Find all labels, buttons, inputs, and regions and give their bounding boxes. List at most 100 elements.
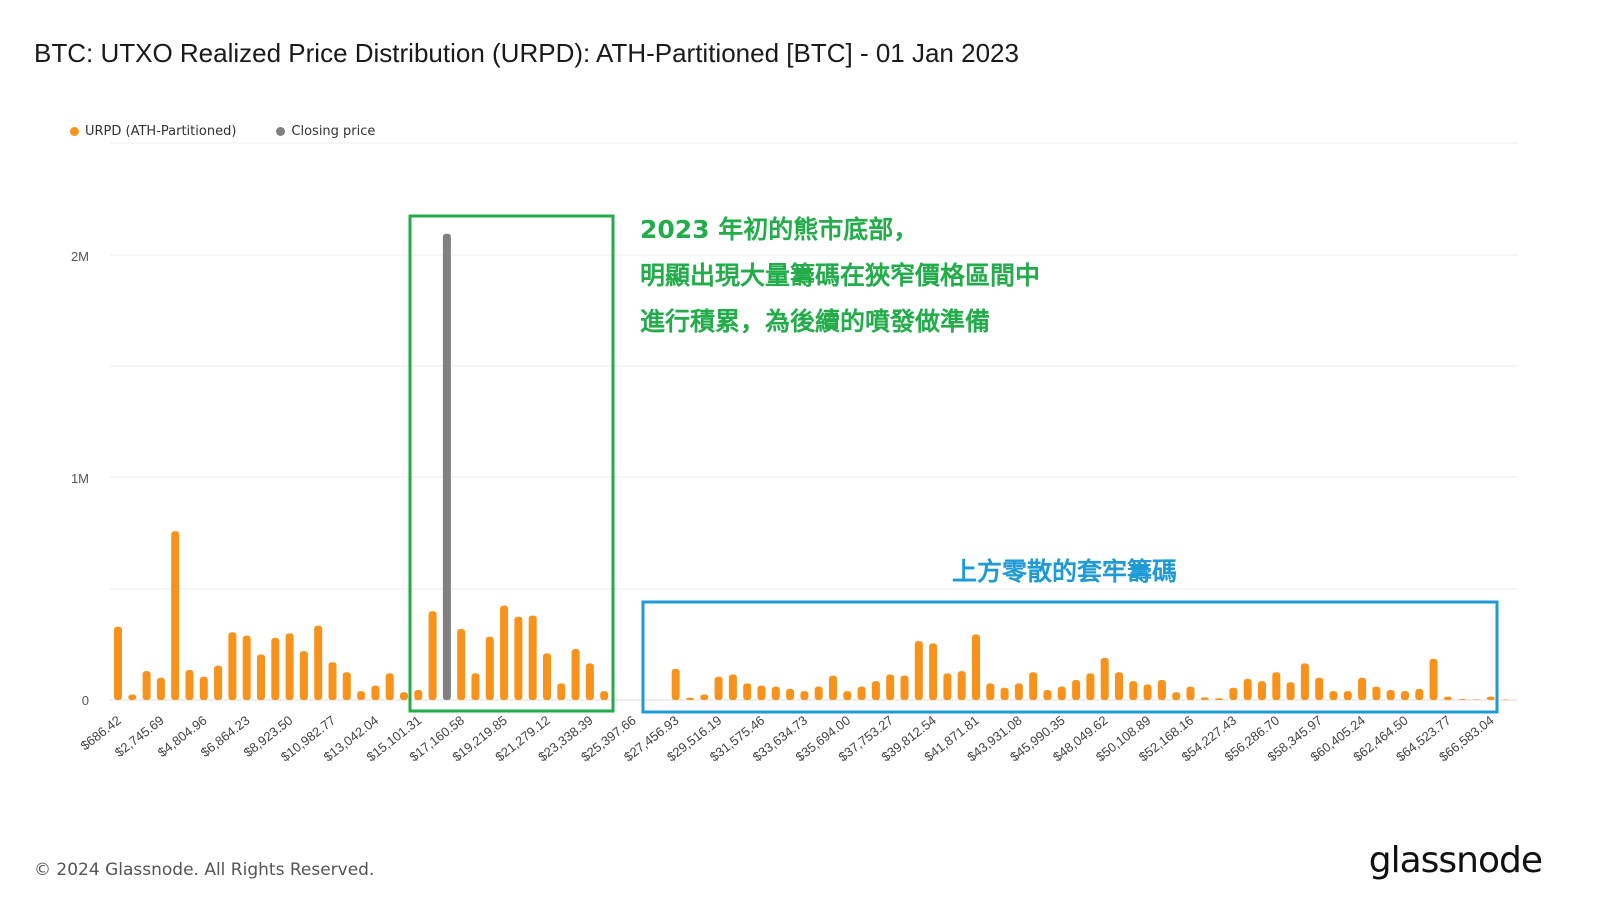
urpd-bar[interactable] <box>242 635 251 700</box>
legend-swatch-urpd <box>70 127 79 136</box>
urpd-bar[interactable] <box>342 672 351 700</box>
annotation-text-green: 進行積累，為後續的噴發做準備 <box>640 307 990 336</box>
urpd-bar[interactable] <box>857 686 866 700</box>
urpd-bar[interactable] <box>1386 690 1395 700</box>
urpd-bar[interactable] <box>1157 680 1166 700</box>
urpd-bar[interactable] <box>514 616 523 700</box>
urpd-bar[interactable] <box>357 691 366 700</box>
urpd-bar[interactable] <box>500 605 509 700</box>
urpd-bar[interactable] <box>957 671 966 700</box>
urpd-bar[interactable] <box>1401 691 1409 700</box>
urpd-bar[interactable] <box>1443 696 1452 700</box>
urpd-bar[interactable] <box>557 683 566 700</box>
urpd-bar[interactable] <box>271 637 280 700</box>
urpd-bar[interactable] <box>914 641 923 700</box>
urpd-bar[interactable] <box>1014 683 1023 700</box>
urpd-bar[interactable] <box>871 681 880 700</box>
y-tick-label: 1M <box>71 471 89 486</box>
urpd-bar[interactable] <box>986 683 995 700</box>
urpd-bar[interactable] <box>1329 691 1338 700</box>
urpd-bar[interactable] <box>471 673 480 700</box>
urpd-bar[interactable] <box>757 685 766 700</box>
urpd-bar[interactable] <box>1029 672 1038 700</box>
urpd-bar[interactable] <box>156 677 165 700</box>
urpd-bar[interactable] <box>929 643 938 700</box>
urpd-bar[interactable] <box>142 671 151 700</box>
urpd-bar[interactable] <box>414 690 423 700</box>
urpd-bar[interactable] <box>585 663 594 700</box>
urpd-chart: 01M2M$686.42$2,745.69$4,804.96$6,864.23$… <box>71 142 1518 764</box>
urpd-bar[interactable] <box>1343 691 1352 700</box>
urpd-bar[interactable] <box>1258 681 1266 700</box>
annotation-text-blue: 上方零散的套牢籌碼 <box>952 557 1177 586</box>
urpd-bar[interactable] <box>1429 658 1438 700</box>
legend-item-closing-price[interactable]: Closing price <box>276 124 375 139</box>
urpd-bar[interactable] <box>314 625 323 700</box>
urpd-bar[interactable] <box>128 694 137 700</box>
urpd-bar[interactable] <box>428 611 437 700</box>
urpd-bar[interactable] <box>228 632 237 700</box>
y-tick-label: 2M <box>71 249 89 264</box>
urpd-bar[interactable] <box>371 685 380 700</box>
urpd-bar[interactable] <box>1215 698 1224 700</box>
urpd-bar[interactable] <box>1200 697 1209 700</box>
urpd-bar[interactable] <box>171 531 180 700</box>
urpd-bar[interactable] <box>385 673 394 700</box>
urpd-bar[interactable] <box>214 665 223 700</box>
urpd-bar[interactable] <box>528 615 537 700</box>
urpd-bar[interactable] <box>900 675 909 700</box>
urpd-bar[interactable] <box>700 694 709 700</box>
closing-price-bar[interactable] <box>442 233 451 701</box>
urpd-bar[interactable] <box>1243 678 1252 700</box>
urpd-bar[interactable] <box>257 654 265 700</box>
urpd-bar[interactable] <box>1229 687 1238 700</box>
urpd-bar[interactable] <box>1057 686 1066 700</box>
urpd-bar[interactable] <box>1486 696 1495 700</box>
urpd-bar[interactable] <box>328 662 337 700</box>
urpd-bar[interactable] <box>1115 672 1123 700</box>
urpd-bar[interactable] <box>1172 692 1181 700</box>
urpd-bar[interactable] <box>1043 690 1052 700</box>
urpd-bar[interactable] <box>800 691 809 700</box>
urpd-bar[interactable] <box>457 628 466 700</box>
urpd-bar[interactable] <box>886 674 895 700</box>
urpd-bar[interactable] <box>1072 680 1081 700</box>
urpd-bar[interactable] <box>972 634 980 700</box>
urpd-bar[interactable] <box>943 673 952 700</box>
urpd-bar[interactable] <box>1129 681 1138 700</box>
urpd-bar[interactable] <box>114 626 122 700</box>
legend-item-urpd[interactable]: URPD (ATH-Partitioned) <box>70 124 236 139</box>
urpd-bar[interactable] <box>1358 677 1367 700</box>
urpd-bar[interactable] <box>185 670 194 700</box>
urpd-bar[interactable] <box>571 648 580 700</box>
urpd-bar[interactable] <box>1286 682 1295 700</box>
urpd-bar[interactable] <box>714 676 723 700</box>
urpd-bar[interactable] <box>1143 684 1152 700</box>
urpd-bar[interactable] <box>671 668 680 700</box>
urpd-bar[interactable] <box>400 692 408 700</box>
urpd-bar[interactable] <box>1415 688 1424 700</box>
urpd-bar[interactable] <box>1315 677 1324 700</box>
urpd-bar[interactable] <box>1086 673 1095 700</box>
urpd-bar[interactable] <box>1100 657 1109 700</box>
urpd-bar[interactable] <box>485 636 494 700</box>
urpd-bar[interactable] <box>1300 663 1309 700</box>
urpd-bar[interactable] <box>199 676 208 700</box>
urpd-bar[interactable] <box>843 691 852 700</box>
urpd-bar[interactable] <box>771 686 780 700</box>
urpd-bar[interactable] <box>814 686 823 700</box>
urpd-bar[interactable] <box>285 633 294 700</box>
urpd-bar[interactable] <box>1000 687 1009 700</box>
urpd-bar[interactable] <box>686 697 694 700</box>
urpd-bar[interactable] <box>728 674 737 700</box>
urpd-bar[interactable] <box>1372 686 1381 700</box>
urpd-bar[interactable] <box>786 688 795 700</box>
urpd-bar[interactable] <box>1458 699 1467 700</box>
urpd-bar[interactable] <box>829 675 837 700</box>
urpd-bar[interactable] <box>743 683 752 700</box>
urpd-bar[interactable] <box>1272 672 1281 700</box>
urpd-bar[interactable] <box>600 691 609 700</box>
urpd-bar[interactable] <box>1186 686 1195 700</box>
urpd-bar[interactable] <box>299 651 308 700</box>
urpd-bar[interactable] <box>543 653 551 700</box>
